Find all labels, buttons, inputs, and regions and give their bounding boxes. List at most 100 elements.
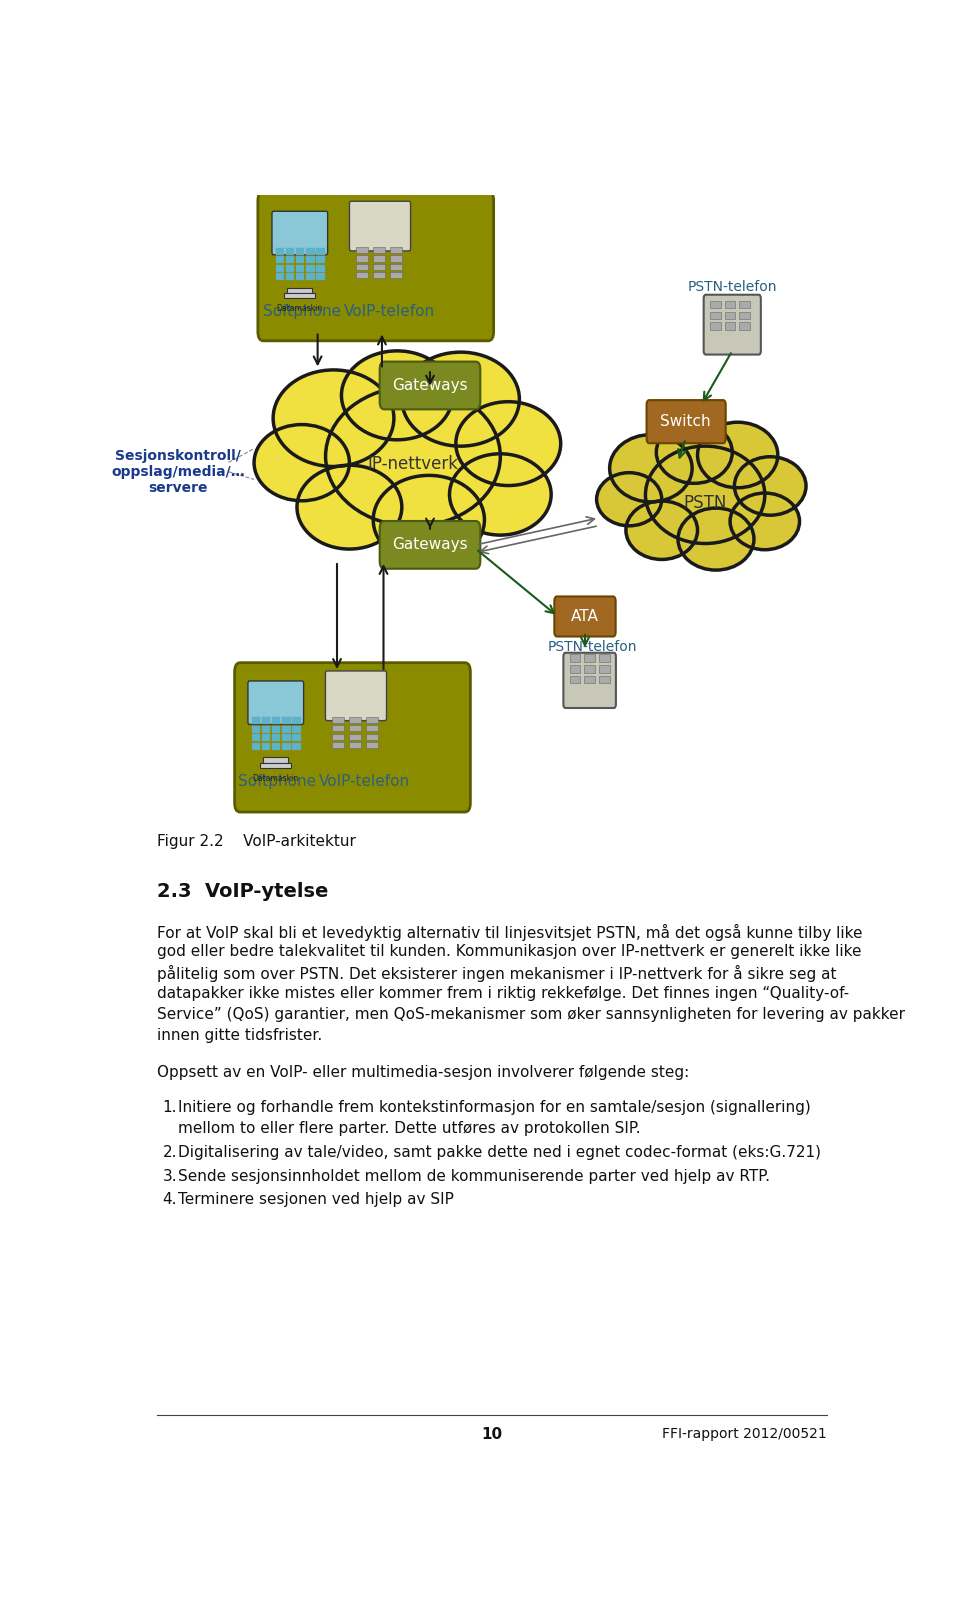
Bar <box>316 272 324 280</box>
FancyBboxPatch shape <box>647 400 726 443</box>
Bar <box>292 734 300 741</box>
Bar <box>262 718 271 725</box>
Text: god eller bedre talekvalitet til kunden. Kommunikasjon over IP-nettverk er gener: god eller bedre talekvalitet til kunden.… <box>157 945 862 960</box>
Text: Datamaskin: Datamaskin <box>252 773 299 783</box>
FancyBboxPatch shape <box>380 520 480 569</box>
Text: 2.: 2. <box>162 1144 178 1159</box>
Bar <box>282 726 291 733</box>
Bar <box>306 272 315 280</box>
Bar <box>316 248 324 254</box>
Text: Figur 2.2    VoIP-arkitektur: Figur 2.2 VoIP-arkitektur <box>157 833 356 849</box>
Bar <box>569 655 581 661</box>
Bar <box>292 742 300 749</box>
Bar <box>372 256 385 261</box>
FancyBboxPatch shape <box>380 361 480 410</box>
Ellipse shape <box>626 501 698 559</box>
Bar <box>262 726 271 733</box>
Bar <box>331 716 344 723</box>
Bar <box>348 734 361 739</box>
Text: Initiere og forhandle frem kontekstinformasjon for en samtale/sesjon (signalleri: Initiere og forhandle frem kontekstinfor… <box>179 1101 811 1115</box>
Bar <box>599 655 610 661</box>
Bar <box>296 264 304 272</box>
Ellipse shape <box>373 475 485 564</box>
Bar <box>585 655 595 661</box>
Ellipse shape <box>274 370 394 467</box>
Ellipse shape <box>342 350 453 439</box>
Bar <box>372 246 385 253</box>
Ellipse shape <box>325 386 500 527</box>
Text: 2.3  VoIP-ytelse: 2.3 VoIP-ytelse <box>157 882 328 901</box>
Ellipse shape <box>730 493 800 550</box>
Bar <box>286 256 295 263</box>
Bar <box>355 272 368 279</box>
Text: IP-nettverk: IP-nettverk <box>368 456 459 473</box>
Ellipse shape <box>456 402 561 486</box>
Text: Service” (QoS) garantier, men QoS-mekanismer som øker sannsynligheten for leveri: Service” (QoS) garantier, men QoS-mekani… <box>157 1007 905 1021</box>
Text: PSTN-telefon: PSTN-telefon <box>687 280 777 293</box>
Bar <box>260 763 291 768</box>
Bar <box>725 311 735 319</box>
Text: PSTN-telefon: PSTN-telefon <box>548 640 637 655</box>
Bar <box>263 757 288 763</box>
Text: Switch: Switch <box>660 415 711 430</box>
Bar <box>372 264 385 271</box>
Bar <box>316 264 324 272</box>
Text: datapakker ikke mistes eller kommer frem i riktig rekkefølge. Det finnes ingen “: datapakker ikke mistes eller kommer frem… <box>157 986 850 1002</box>
Bar <box>276 264 284 272</box>
FancyBboxPatch shape <box>258 191 493 340</box>
Bar <box>355 256 368 261</box>
Bar <box>252 718 260 725</box>
Text: Softphone: Softphone <box>238 773 317 789</box>
Bar <box>366 725 378 731</box>
Bar <box>739 323 750 331</box>
Bar <box>348 716 361 723</box>
Bar <box>276 272 284 280</box>
Bar <box>599 676 610 684</box>
Bar <box>282 742 291 749</box>
Bar <box>725 323 735 331</box>
Text: Oppsett av en VoIP- eller multimedia-sesjon involverer følgende steg:: Oppsett av en VoIP- eller multimedia-ses… <box>157 1065 689 1080</box>
Bar <box>348 742 361 749</box>
Text: Softphone: Softphone <box>263 305 341 319</box>
Ellipse shape <box>645 446 765 543</box>
Bar <box>272 718 280 725</box>
FancyBboxPatch shape <box>554 597 615 637</box>
Text: PSTN: PSTN <box>684 493 727 512</box>
Bar <box>286 264 295 272</box>
Text: Gateways: Gateways <box>393 538 468 553</box>
Bar <box>725 302 735 308</box>
Text: mellom to eller flere parter. Dette utføres av protokollen SIP.: mellom to eller flere parter. Dette utfø… <box>179 1120 640 1136</box>
Bar <box>316 256 324 263</box>
Bar <box>739 311 750 319</box>
Bar <box>709 311 721 319</box>
Bar <box>306 264 315 272</box>
Bar <box>372 272 385 279</box>
Ellipse shape <box>657 421 732 483</box>
Bar <box>390 246 402 253</box>
Text: innen gitte tidsfrister.: innen gitte tidsfrister. <box>157 1028 323 1042</box>
FancyBboxPatch shape <box>248 681 303 725</box>
Bar <box>585 676 595 684</box>
Text: 1.: 1. <box>162 1101 178 1115</box>
Bar <box>585 665 595 673</box>
Bar <box>276 256 284 263</box>
Bar <box>390 264 402 271</box>
FancyBboxPatch shape <box>234 663 470 812</box>
Bar <box>306 248 315 254</box>
Bar <box>569 665 581 673</box>
Bar <box>331 725 344 731</box>
Text: 10: 10 <box>481 1426 503 1441</box>
Text: Sende sesjonsinnholdet mellom de kommuniserende parter ved hjelp av RTP.: Sende sesjonsinnholdet mellom de kommuni… <box>179 1169 770 1183</box>
Bar <box>709 302 721 308</box>
Bar <box>709 323 721 331</box>
FancyBboxPatch shape <box>704 295 761 355</box>
Ellipse shape <box>698 421 778 488</box>
Ellipse shape <box>449 454 551 535</box>
Text: VoIP-telefon: VoIP-telefon <box>320 773 411 789</box>
Ellipse shape <box>610 434 692 503</box>
Bar <box>276 248 284 254</box>
Bar <box>287 287 312 293</box>
Bar <box>569 676 581 684</box>
Text: 4.: 4. <box>162 1193 178 1208</box>
Ellipse shape <box>254 425 349 501</box>
